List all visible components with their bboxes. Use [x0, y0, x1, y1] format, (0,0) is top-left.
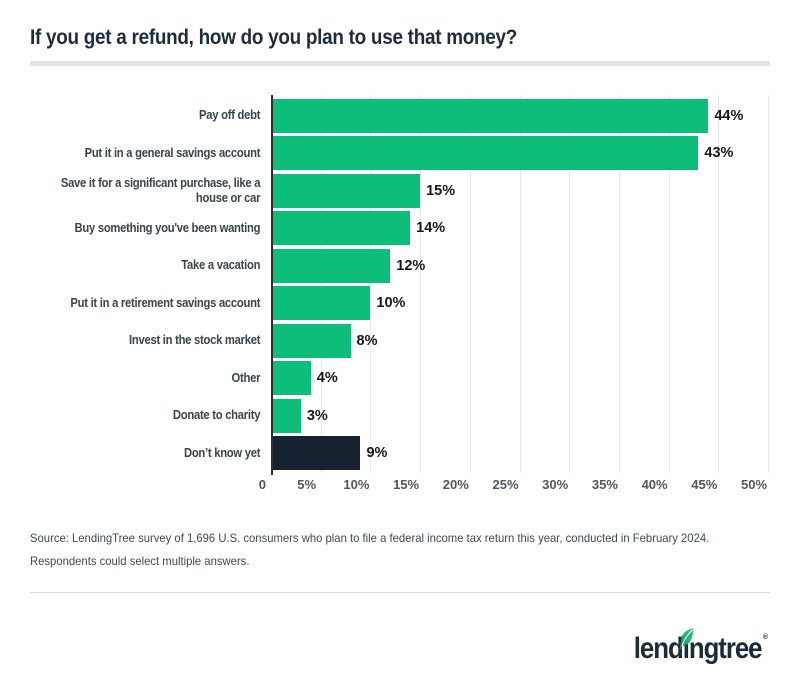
bar-row: Save it for a significant purchase, like… [30, 172, 770, 210]
bar [271, 436, 361, 471]
x-tick-label: 5% [297, 477, 317, 492]
bar-chart: Pay off debt 44% Put it in a general savin… [30, 95, 770, 500]
bar-row: Put it in a retirement savings account 10… [30, 285, 770, 323]
gridline [668, 95, 670, 473]
category-label: Invest in the stock market [129, 333, 261, 348]
value-label: 44% [714, 107, 744, 124]
category-label: Put it in a general savings account [84, 145, 261, 160]
gridline [768, 95, 769, 473]
x-tick-label: 10% [343, 477, 370, 492]
bar-row: Other 4% [30, 360, 770, 398]
value-label: 4% [316, 370, 338, 387]
bar-area: 9% [271, 435, 770, 473]
y-axis-line [271, 95, 273, 475]
gridline [320, 95, 322, 473]
x-tick-label: 25% [492, 477, 519, 492]
logo-text-post: ngtree [689, 632, 763, 665]
chart-gridlines [30, 95, 770, 500]
category-label: Buy something you've been wanting [74, 220, 261, 235]
bar-row: Don’t know yet 9% [30, 435, 770, 473]
bar-area: 3% [271, 397, 770, 435]
value-label: 12% [396, 257, 426, 274]
x-tick-label: 0 [258, 477, 266, 492]
value-label: 3% [306, 407, 328, 424]
logo-letter-i: ı [680, 628, 694, 668]
gridline [519, 95, 521, 473]
bar [271, 323, 351, 358]
logo-text-pre: lend [634, 632, 684, 665]
source-line-1: Source: LendingTree survey of 1,696 U.S.… [30, 531, 710, 545]
leaf-icon [680, 628, 694, 649]
bar [271, 248, 391, 283]
x-tick-label: 40% [641, 477, 668, 492]
bar-row: Invest in the stock market 8% [30, 322, 770, 360]
lendingtree-logo: lend ıngtree ® [613, 622, 768, 668]
gridline [618, 95, 620, 473]
bar [271, 286, 371, 321]
gridline [370, 95, 372, 473]
footer-divider [30, 592, 770, 593]
page-title: If you get a refund, how do you plan to … [30, 26, 518, 49]
bar [271, 173, 421, 208]
value-label: 15% [426, 182, 456, 199]
bar [271, 211, 411, 246]
bar-row: Donate to charity 3% [30, 397, 770, 435]
category-label: Put it in a retirement savings account [70, 295, 261, 310]
bar-area: 44% [271, 97, 770, 135]
bar [271, 136, 699, 171]
bar-row: Take a vacation 12% [30, 247, 770, 285]
bar-row: Pay off debt 44% [30, 97, 770, 135]
bar-row: Buy something you've been wanting 14% [30, 210, 770, 248]
bar [271, 98, 709, 133]
source-line-2: Respondents could select multiple answer… [30, 553, 250, 568]
logo-text-i: ı [683, 632, 690, 665]
gridline [718, 95, 720, 473]
title-divider [30, 61, 770, 66]
gridline [469, 95, 471, 473]
category-label: Pay off debt [199, 108, 261, 123]
value-label: 9% [366, 445, 388, 462]
value-label: 10% [376, 295, 406, 312]
x-axis: 0 5% 10% 15% 20% 25% 30% 35% 40% 45% 50% [30, 477, 770, 499]
bar-row: Put it in a general savings account 43% [30, 135, 770, 173]
bar-area: 43% [271, 135, 770, 173]
category-label: Save it for a significant purchase, like… [60, 175, 261, 205]
bar [271, 361, 311, 396]
category-label: Take a vacation [181, 258, 261, 273]
bar-area: 10% [271, 285, 770, 323]
x-tick-label: 35% [591, 477, 618, 492]
bar-area: 8% [271, 322, 770, 360]
category-label: Other [231, 370, 261, 385]
bar-area: 12% [271, 247, 770, 285]
chart-rows: Pay off debt 44% Put it in a general savin… [30, 95, 770, 472]
gridline [420, 95, 422, 473]
logo-wordmark: lend ıngtree [634, 622, 763, 668]
gridline [569, 95, 571, 473]
value-label: 14% [416, 220, 446, 237]
category-label: Don’t know yet [183, 445, 261, 460]
value-label: 8% [356, 332, 378, 349]
x-tick-label: 30% [542, 477, 569, 492]
value-label: 43% [704, 145, 734, 162]
registered-trademark: ® [762, 634, 768, 641]
source-note: Source: LendingTree survey of 1,696 U.S.… [30, 527, 770, 572]
x-tick-label: 45% [691, 477, 718, 492]
category-label: Donate to charity [172, 408, 261, 423]
bar [271, 398, 301, 433]
bar-area: 4% [271, 360, 770, 398]
x-tick-label: 50% [740, 477, 768, 492]
x-tick-label: 20% [442, 477, 469, 492]
bar-area: 14% [271, 210, 770, 248]
bar-area: 15% [271, 172, 770, 210]
x-tick-label: 15% [393, 477, 420, 492]
